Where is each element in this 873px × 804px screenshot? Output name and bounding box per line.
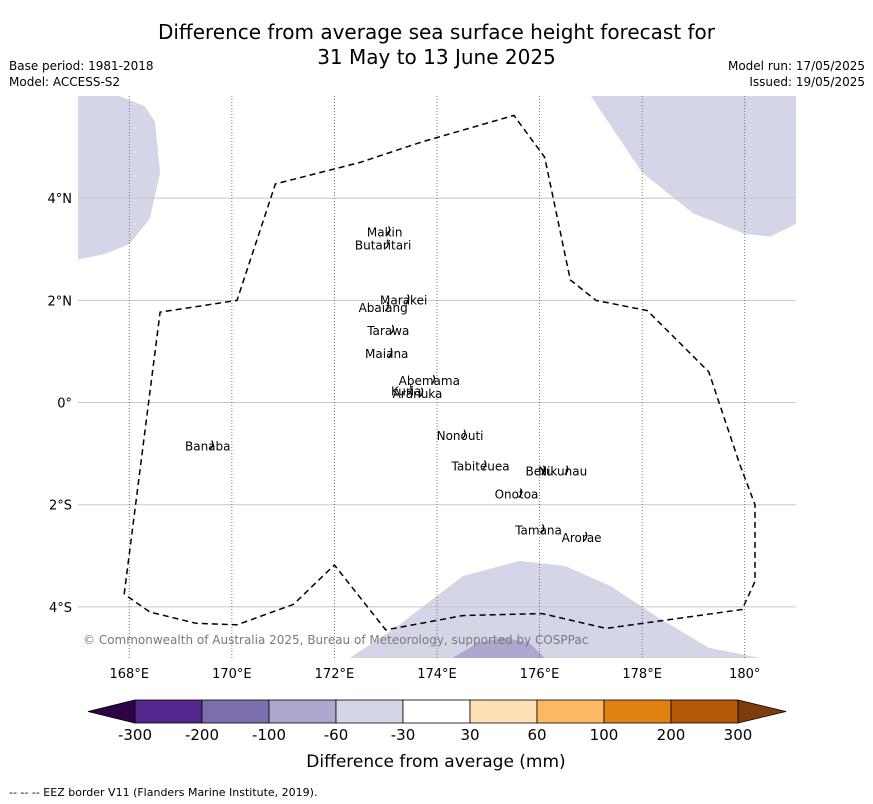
- lon-tick-label: 178°E: [622, 667, 662, 682]
- island-label: Banaba: [185, 439, 231, 453]
- colorbar-bin: [603, 699, 672, 724]
- colorbar-bin: [335, 699, 404, 724]
- island-outline: [384, 301, 389, 312]
- colorbar-bin: [268, 699, 337, 724]
- island-outline: [583, 531, 588, 542]
- colorbar-tick-label: -30: [391, 726, 416, 744]
- lat-tick-label: 4°S: [49, 601, 72, 616]
- colorbar-tick-label: 100: [590, 726, 619, 744]
- copyright-notice: © Commonwealth of Australia 2025, Bureau…: [83, 633, 588, 647]
- island-outline: [564, 465, 569, 475]
- colorbar-tick-label: 200: [657, 726, 686, 744]
- island-label: Arorae: [562, 531, 602, 545]
- lon-tick-label: 176°E: [520, 667, 560, 682]
- island-outline: [419, 387, 424, 398]
- colorbar-tick-label: 300: [724, 726, 753, 744]
- island-outline: [389, 324, 395, 335]
- island-outline: [407, 384, 412, 395]
- lat-tick-label: 0°: [57, 397, 72, 412]
- lat-tick-label: 2°N: [48, 294, 73, 309]
- island-label: Aranuka: [393, 387, 443, 401]
- colorbar-tick-label: -100: [252, 726, 286, 744]
- island-outline: [209, 440, 214, 450]
- lon-tick-label: 172°E: [315, 667, 355, 682]
- colorbar-label: Difference from average (mm): [306, 752, 565, 772]
- colorbar-bin: [134, 699, 203, 724]
- lon-tick-label: 168°E: [110, 667, 150, 682]
- colorbar-tick-label: -300: [118, 726, 152, 744]
- island-outline: [386, 226, 391, 236]
- anomaly-region-3: [349, 560, 761, 658]
- lon-tick-label: 180°: [729, 667, 760, 682]
- island-outline: [461, 429, 466, 440]
- island-label: Maiana: [365, 347, 408, 361]
- run-info: Model run: 17/05/2025 Issued: 19/05/2025: [728, 58, 865, 90]
- lat-tick-label: 2°S: [49, 499, 72, 514]
- island-label: Tarawa: [366, 324, 409, 338]
- title-line-2: 31 May to 13 June 2025: [317, 45, 556, 69]
- island-label: Nikunau: [538, 465, 587, 479]
- colorbar-bin: [402, 699, 471, 724]
- colorbar: -300 -200 -100 -60 -30 30 60 100 200 300: [87, 699, 787, 744]
- island-label: Beru: [525, 465, 553, 479]
- island-outline: [388, 347, 393, 358]
- island-outline: [540, 523, 545, 534]
- anomaly-region-2: [590, 96, 796, 237]
- model-info: Base period: 1981-2018 Model: ACCESS-S2: [9, 58, 154, 90]
- model-run-date: Model run: 17/05/2025: [727, 59, 865, 73]
- island-label: Makin: [367, 225, 403, 239]
- colorbar-bin: [469, 699, 538, 724]
- colorbar-under-arrow: [87, 699, 136, 724]
- island-outline: [482, 460, 487, 470]
- island-label: Butaritari: [355, 239, 412, 253]
- island-label: Tabiteuea: [451, 459, 510, 473]
- island-outline: [384, 239, 389, 250]
- island-label: Marakei: [380, 293, 427, 307]
- colorbar-bin: [201, 699, 270, 724]
- island-outline: [430, 374, 436, 385]
- lon-tick-label: 170°E: [212, 667, 252, 682]
- lon-tick-label: 174°E: [417, 667, 457, 682]
- island-outline: [541, 465, 546, 475]
- eez-footnote: -- -- -- EEZ border V11 (Flanders Marine…: [9, 786, 318, 799]
- colorbar-tick-label: 60: [527, 726, 546, 744]
- colorbar-tick-label: -200: [185, 726, 219, 744]
- island-label: Abemama: [399, 374, 460, 388]
- colorbar-tick-label: 30: [460, 726, 479, 744]
- island-label: Kuria: [391, 384, 422, 398]
- island-label: Tamana: [514, 523, 562, 537]
- colorbar-over-arrow: [737, 699, 787, 724]
- title-line-1: Difference from average sea surface heig…: [157, 20, 716, 44]
- colorbar-bin: [670, 699, 739, 724]
- model-name: Model: ACCESS-S2: [9, 75, 121, 89]
- base-period: Base period: 1981-2018: [9, 59, 154, 73]
- map-title: Difference from average sea surface heig…: [0, 20, 873, 70]
- island-label: Abaiang: [359, 301, 408, 315]
- island-outline: [405, 294, 410, 304]
- colorbar-tick-label: -60: [324, 726, 349, 744]
- island-outline: [518, 488, 523, 498]
- axis-labels: 168°E 170°E 172°E 174°E 176°E 178°E 180° 4°N 2°N…: [48, 192, 761, 682]
- gridlines: [78, 96, 796, 658]
- island-label: Nonouti: [437, 429, 484, 443]
- colorbar-bin: [536, 699, 605, 724]
- issued-date: Issued: 19/05/2025: [749, 75, 865, 89]
- eez-layer: [123, 114, 756, 631]
- lat-tick-label: 4°N: [48, 192, 73, 207]
- anomaly-region-1: [78, 96, 161, 260]
- eez-border: [123, 114, 756, 631]
- anomaly-region-4: [452, 637, 545, 658]
- island-label: Onotoa: [495, 488, 539, 502]
